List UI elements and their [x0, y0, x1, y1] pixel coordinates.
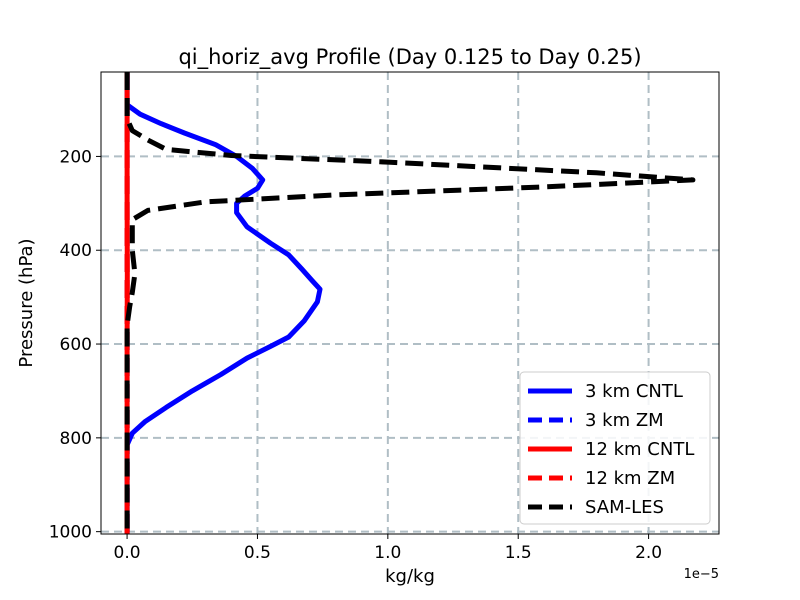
x-tick-label: 0.5: [244, 543, 271, 563]
chart-title: qi_horiz_avg Profile (Day 0.125 to Day 0…: [178, 45, 641, 70]
legend-label: 12 km CNTL: [585, 439, 694, 460]
y-axis-label: Pressure (hPa): [16, 238, 37, 367]
y-tick-label: 400: [60, 241, 92, 261]
x-tick-label: 0.0: [114, 543, 141, 563]
x-offset-label: 1e−5: [684, 567, 719, 582]
legend-label: 12 km ZM: [585, 468, 675, 489]
y-tick-label: 1000: [49, 523, 92, 543]
x-tick-label: 1.0: [374, 543, 401, 563]
x-tick-label: 1.5: [505, 543, 532, 563]
legend-label: 3 km ZM: [585, 410, 664, 431]
series-line-sam-les: [124, 72, 696, 534]
series-group: [124, 72, 696, 534]
x-axis-label: kg/kg: [385, 566, 435, 587]
axis-ticks: 0.0 0.5 1.0 1.5 2.0 200 400 600 800 1000: [49, 147, 662, 563]
series-line-3-km-cntl: [124, 72, 323, 534]
plot-frame: [100, 71, 720, 535]
x-tick-label: 2.0: [635, 543, 662, 563]
legend-label: 3 km CNTL: [585, 381, 683, 402]
legend: 3 km CNTL 3 km ZM 12 km CNTL 12 km ZM SAM-LE…: [519, 371, 711, 525]
legend-box: [519, 371, 711, 525]
y-tick-label: 800: [60, 429, 92, 449]
y-tick-label: 600: [60, 335, 92, 355]
y-tick-label: 200: [60, 147, 92, 167]
legend-label: SAM-LES: [585, 497, 664, 518]
